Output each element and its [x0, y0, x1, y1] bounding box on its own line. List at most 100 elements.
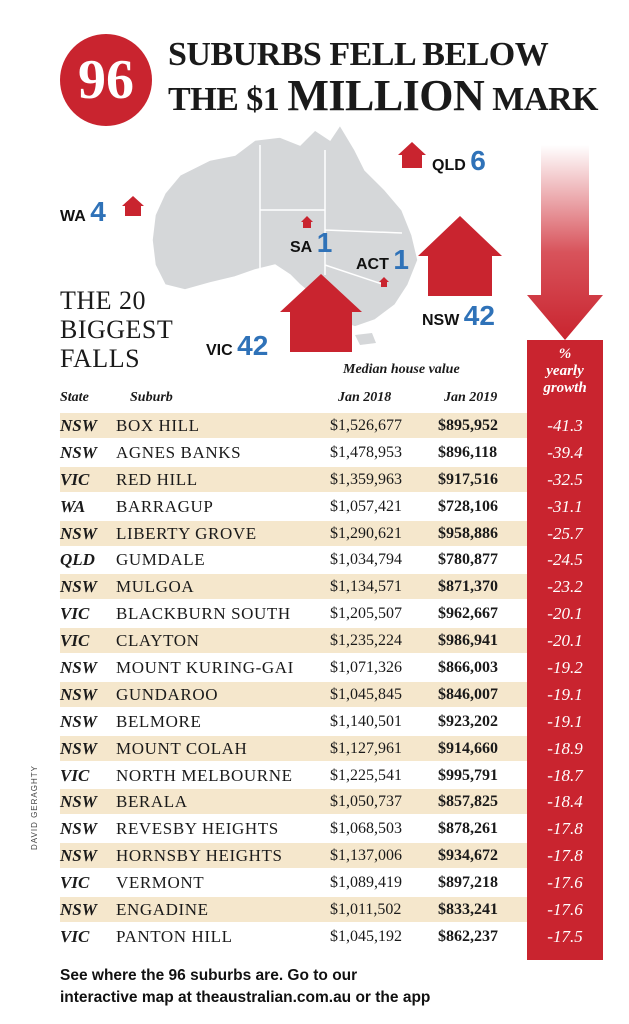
jan2019-cell: $878,261	[438, 820, 498, 838]
growth-cell: -41.3	[547, 416, 583, 435]
state-cell: NSW	[60, 738, 97, 758]
jan2019-cell: $914,660	[438, 739, 498, 757]
state-cell: NSW	[60, 900, 97, 920]
jan2018-cell: $1,225,541	[330, 766, 402, 784]
jan2019-cell: $728,106	[438, 497, 498, 515]
state-cell: VIC	[60, 765, 90, 785]
jan2019-cell: $897,218	[438, 874, 498, 892]
count-badge: 96	[60, 34, 152, 126]
row-background	[60, 520, 527, 546]
suburb-cell: BERALA	[116, 792, 188, 812]
state-cell: NSW	[60, 416, 97, 435]
jan2018-cell: $1,140,501	[330, 712, 402, 730]
jan2018-cell: $1,359,963	[330, 470, 402, 488]
growth-cell: -19.1	[547, 711, 583, 731]
state-header: State	[60, 390, 89, 405]
suburb-cell: RED HILL	[116, 469, 198, 489]
jan2018-cell: $1,045,192	[330, 927, 402, 945]
credit: DAVID GERAGHTY	[30, 765, 39, 850]
jan2018-cell: $1,050,737	[330, 793, 402, 811]
table-row: NSW MOUNT KURING-GAI $1,071,326 $866,003 -19…	[60, 654, 603, 681]
jan2018-cell: $1,127,961	[330, 739, 402, 757]
suburb-cell: MOUNT KURING-GAI	[116, 658, 294, 678]
state-cell: NSW	[60, 711, 97, 731]
state-cell: VIC	[60, 926, 90, 946]
jan2018-cell: $1,011,502	[330, 901, 402, 919]
growth-cell: -39.4	[547, 442, 583, 462]
state-borders	[259, 145, 403, 286]
table-row: VIC NORTH MELBOURNE $1,225,541 $995,791 -18.…	[60, 762, 603, 789]
state-cell: NSW	[60, 658, 97, 678]
jan2019-cell: $871,370	[438, 578, 498, 596]
row-background	[60, 789, 527, 815]
state-cell: NSW	[60, 684, 97, 704]
falls-table: NSW BOX HILL $1,526,677 $895,952 -41.3 NSW AGN…	[60, 412, 603, 950]
jan2019-cell: $995,791	[438, 766, 498, 784]
growth-cell: -24.5	[547, 550, 583, 570]
jan2019-cell: $962,667	[438, 605, 498, 623]
state-cell: NSW	[60, 442, 97, 462]
table-row: WA BARRAGUP $1,057,421 $728,106 -31.1	[60, 493, 603, 520]
table-row: VIC CLAYTON $1,235,224 $986,941 -20.1	[60, 627, 603, 654]
growth-cell: -17.6	[547, 873, 583, 893]
growth-cell: -18.4	[547, 792, 583, 812]
suburb-cell: ENGADINE	[116, 900, 209, 920]
row-background	[60, 681, 527, 707]
jan2019-cell: $857,825	[438, 793, 498, 811]
map-label-wa: WA 4	[60, 196, 106, 227]
growth-cell: -20.1	[547, 604, 583, 624]
table-row: VIC RED HILL $1,359,963 $917,516 -32.5	[60, 466, 603, 493]
growth-header: % yearly growth	[543, 346, 587, 396]
jan2018-cell: $1,068,503	[330, 820, 402, 838]
state-cell: NSW	[60, 523, 97, 543]
table-row: QLD GUMDALE $1,034,794 $780,877 -24.5	[60, 546, 603, 573]
growth-cell: -18.7	[547, 765, 583, 785]
headline-line-1: SUBURBS FELL BELOW	[168, 36, 549, 73]
table-row: NSW BELMORE $1,140,501 $923,202 -19.1	[60, 708, 603, 735]
jan2019-cell: $917,516	[438, 470, 498, 488]
jan2018-cell: $1,045,845	[330, 685, 402, 703]
house-icon-qld	[398, 142, 426, 168]
suburb-cell: CLAYTON	[116, 631, 200, 651]
map-label-vic: VIC 42	[206, 330, 269, 361]
jan2018-cell: $1,134,571	[330, 578, 402, 596]
growth-cell: -18.9	[547, 738, 583, 758]
jan2018-cell: $1,089,419	[330, 874, 402, 892]
jan2018-cell: $1,034,794	[330, 551, 402, 569]
suburb-cell: BELMORE	[116, 711, 202, 731]
suburb-cell: AGNES BANKS	[116, 442, 242, 462]
jan2019-cell: $958,886	[438, 524, 498, 542]
suburb-cell: PANTON HILL	[116, 926, 233, 946]
house-icon-act	[379, 277, 389, 287]
growth-cell: -32.5	[547, 469, 583, 489]
table-row: NSW HORNSBY HEIGHTS $1,137,006 $934,672 -17.…	[60, 842, 603, 869]
growth-cell: -19.2	[547, 658, 583, 678]
growth-cell: -17.8	[547, 819, 583, 839]
down-arrow-icon	[527, 145, 603, 340]
state-cell: VIC	[60, 873, 90, 893]
map-label-nsw: NSW 42	[422, 300, 495, 331]
headline-line-2: THE $1 MILLION MARK	[168, 71, 598, 120]
table-row: VIC PANTON HILL $1,045,192 $862,237 -17.5	[60, 923, 603, 950]
headline-million: MILLION	[287, 71, 485, 120]
row-background	[60, 897, 527, 923]
growth-cell: -31.1	[547, 496, 583, 516]
jan2018-header: Jan 2018	[338, 390, 392, 405]
table-row: NSW ENGADINE $1,011,502 $833,241 -17.6	[60, 896, 603, 923]
jan2018-cell: $1,137,006	[330, 847, 402, 865]
state-cell: WA	[60, 496, 86, 516]
table-row: NSW REVESBY HEIGHTS $1,068,503 $878,261 -17.…	[60, 815, 603, 842]
tasmania	[355, 333, 376, 345]
growth-cell: -17.5	[547, 926, 583, 946]
map-label-sa: SA 1	[290, 227, 333, 258]
jan2018-cell: $1,057,421	[330, 497, 402, 515]
suburb-cell: GUMDALE	[116, 550, 206, 570]
house-icon-wa	[122, 196, 144, 216]
state-cell: VIC	[60, 469, 90, 489]
jan2019-cell: $895,952	[438, 417, 498, 434]
jan2018-cell: $1,235,224	[330, 632, 402, 650]
row-background	[60, 735, 527, 761]
jan2019-cell: $923,202	[438, 712, 498, 730]
suburb-cell: BARRAGUP	[116, 496, 214, 516]
row-background	[60, 466, 527, 492]
